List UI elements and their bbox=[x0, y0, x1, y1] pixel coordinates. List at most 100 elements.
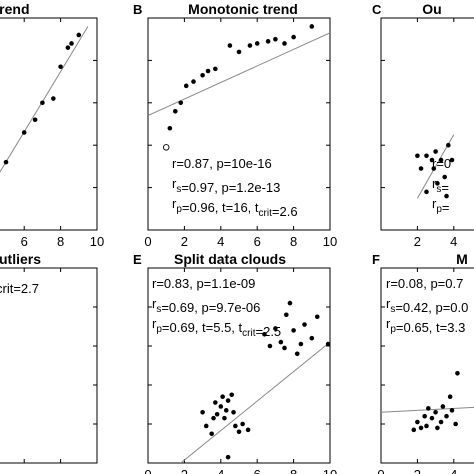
data-point bbox=[218, 404, 224, 409]
x-tick-label: 0 bbox=[377, 467, 384, 474]
plot-frame bbox=[380, 267, 474, 464]
x-tick-label: 8 bbox=[290, 234, 297, 249]
data-point bbox=[76, 32, 82, 38]
data-point bbox=[240, 421, 245, 427]
data-point bbox=[444, 413, 449, 419]
regression-line bbox=[180, 341, 330, 463]
data-point bbox=[449, 408, 455, 413]
data-point bbox=[225, 454, 231, 460]
data-point bbox=[415, 153, 420, 159]
data-point bbox=[440, 404, 446, 409]
data-point bbox=[227, 43, 233, 48]
stat-line: rp=0.69, t=5.5, tcrit=2.5 bbox=[152, 316, 281, 339]
data-point bbox=[314, 314, 320, 320]
stat-line: r=0.08, p=0.7 bbox=[386, 276, 463, 291]
data-point bbox=[262, 332, 267, 337]
stat-line: rp=0.96, t=16, tcrit=2.6 bbox=[172, 196, 298, 219]
x-tick-label: 4 bbox=[217, 234, 224, 249]
data-layer bbox=[381, 371, 474, 433]
x-tick-label: 6 bbox=[254, 467, 261, 474]
data-point bbox=[284, 312, 289, 318]
data-point bbox=[213, 66, 218, 72]
data-point bbox=[418, 425, 424, 431]
data-point bbox=[223, 408, 229, 413]
data-point bbox=[265, 39, 271, 44]
data-point bbox=[236, 49, 242, 55]
data-point bbox=[431, 166, 437, 171]
data-point bbox=[51, 96, 56, 101]
data-point bbox=[291, 328, 296, 333]
data-point bbox=[415, 419, 420, 425]
x-tick-label: 6 bbox=[21, 234, 28, 249]
data-point bbox=[411, 427, 417, 433]
data-point bbox=[447, 394, 453, 400]
data-point bbox=[435, 181, 440, 186]
data-point bbox=[438, 419, 444, 425]
data-point bbox=[429, 415, 435, 421]
panel-title: Monotonic trend bbox=[188, 1, 298, 17]
data-point bbox=[167, 125, 173, 131]
data-point bbox=[282, 41, 287, 46]
stat-line: rs=0.42, p=0.0 bbox=[386, 296, 468, 315]
panel-title: M bbox=[456, 251, 468, 267]
data-point bbox=[211, 415, 216, 421]
data-point bbox=[245, 427, 251, 433]
data-point bbox=[444, 193, 449, 199]
panel-b: B Monotonic trend 0 2 4 6 8 10 r=0.87, p=10e-16 r… bbox=[133, 1, 337, 249]
data-point bbox=[418, 166, 424, 171]
data-point bbox=[200, 72, 205, 78]
x-tick-label: 10 bbox=[90, 234, 104, 249]
stat-line: r=0.87, p=10e-16 bbox=[172, 156, 272, 171]
data-point bbox=[233, 423, 238, 429]
data-point bbox=[191, 79, 196, 84]
plot-frame bbox=[380, 17, 474, 231]
data-point bbox=[267, 343, 273, 349]
panel-e: E Split data clouds 0 2 4 6 8 10 r=0.83, p=1.1e-… bbox=[133, 251, 337, 474]
data-point bbox=[3, 159, 9, 165]
x-tick-label: 4 bbox=[217, 467, 224, 474]
data-point bbox=[254, 41, 260, 46]
stat-line: rs=0.97, p=1.2e-13 bbox=[172, 176, 280, 195]
data-point bbox=[273, 36, 278, 42]
stat-line: rs= bbox=[432, 176, 449, 195]
data-point bbox=[69, 41, 74, 46]
panel-c: C Ou 2 4 r=0 rs=rp= bbox=[372, 1, 474, 249]
data-layer bbox=[0, 26, 89, 173]
stat-line: rp=0.65, t=3.3 bbox=[386, 316, 465, 335]
panel-letter: B bbox=[133, 2, 142, 17]
data-point bbox=[214, 411, 220, 417]
data-point bbox=[200, 410, 205, 415]
data-point bbox=[231, 410, 236, 415]
data-point bbox=[21, 130, 27, 135]
data-point bbox=[442, 174, 448, 180]
data-point bbox=[302, 322, 307, 327]
data-point bbox=[247, 43, 253, 48]
data-point bbox=[287, 300, 293, 306]
data-point bbox=[205, 68, 211, 74]
data-point bbox=[273, 326, 278, 331]
data-point bbox=[298, 341, 304, 347]
data-point bbox=[294, 351, 300, 357]
stat-line: rp= bbox=[432, 196, 450, 215]
outlier-point bbox=[162, 144, 170, 151]
panel-title: utliers bbox=[0, 251, 41, 267]
data-point bbox=[291, 34, 296, 40]
panel-a: Atrend68105=2.7 bbox=[0, 1, 104, 249]
x-tick-label: 4 bbox=[450, 234, 457, 249]
data-point bbox=[225, 398, 231, 403]
data-point bbox=[178, 100, 184, 106]
data-point bbox=[446, 142, 451, 148]
x-tick-label: 8 bbox=[290, 467, 297, 474]
x-tick-label: 10 bbox=[323, 234, 337, 249]
plot-frame bbox=[0, 267, 98, 464]
stat-line: r=0.83, p=1.1e-09 bbox=[152, 276, 255, 291]
data-point bbox=[209, 431, 214, 437]
regression-line bbox=[148, 32, 330, 116]
data-point bbox=[424, 153, 429, 159]
data-point bbox=[424, 189, 429, 195]
panel-title: trend bbox=[0, 1, 30, 17]
panel-d: Dutlierscrit=2.7 bbox=[0, 251, 98, 464]
data-layer bbox=[415, 134, 455, 199]
x-tick-label: 0 bbox=[144, 467, 151, 474]
